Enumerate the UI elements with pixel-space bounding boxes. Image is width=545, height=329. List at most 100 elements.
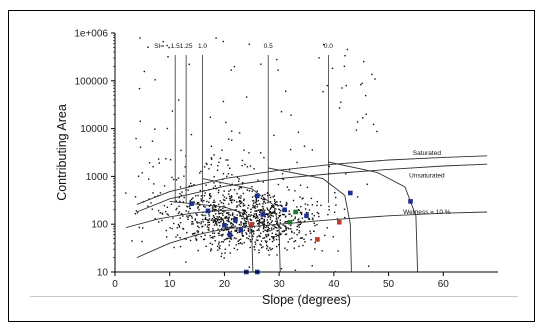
scatter-point bbox=[296, 225, 298, 228]
scatter-point bbox=[171, 227, 173, 230]
scatter-point bbox=[268, 254, 270, 256]
scatter-point bbox=[362, 117, 364, 119]
scatter-point bbox=[267, 195, 269, 197]
scatter-point bbox=[275, 238, 278, 241]
scatter-point bbox=[243, 241, 245, 244]
scatter-point bbox=[234, 216, 236, 219]
scatter-point bbox=[303, 145, 306, 147]
scatter-point bbox=[279, 226, 281, 228]
scatter-point bbox=[198, 209, 200, 211]
scatter-point bbox=[242, 222, 245, 224]
scatter-point bbox=[240, 224, 242, 226]
scatter-point bbox=[268, 210, 270, 212]
scatter-point bbox=[261, 222, 263, 224]
scatter-point bbox=[152, 192, 154, 194]
highlight-point bbox=[222, 223, 227, 228]
scatter-point bbox=[298, 209, 300, 211]
scatter-point bbox=[226, 212, 228, 214]
scatter-point bbox=[252, 202, 255, 204]
scatter-point bbox=[230, 199, 232, 201]
scatter-point bbox=[187, 206, 189, 208]
scatter-point bbox=[231, 234, 234, 237]
scatter-point bbox=[310, 197, 313, 200]
scatter-point bbox=[239, 200, 242, 203]
y-tick-label: 100000 bbox=[75, 76, 109, 87]
scatter-point bbox=[269, 196, 272, 199]
scatter-point bbox=[300, 205, 302, 208]
scatter-point bbox=[271, 205, 274, 207]
scatter-point bbox=[288, 228, 290, 230]
scatter-point bbox=[326, 84, 328, 87]
highlight-point bbox=[293, 209, 298, 215]
scatter-point bbox=[276, 58, 278, 61]
scatter-point bbox=[296, 161, 298, 164]
scatter-point bbox=[311, 217, 314, 219]
highlight-point bbox=[304, 213, 309, 219]
scatter-point bbox=[279, 214, 282, 217]
scatter-point bbox=[271, 232, 273, 234]
scatter-point bbox=[267, 233, 270, 236]
scatter-point bbox=[266, 192, 269, 194]
scatter-point bbox=[252, 231, 254, 233]
scatter-point bbox=[280, 227, 282, 229]
scatter-point bbox=[247, 207, 249, 209]
scatter-point bbox=[228, 240, 231, 243]
scatter-point bbox=[243, 229, 245, 232]
scatter-point bbox=[271, 212, 273, 214]
scatter-point bbox=[301, 237, 303, 239]
scatter-point bbox=[376, 130, 378, 133]
scatter-point bbox=[219, 221, 221, 224]
x-tick-label: 40 bbox=[328, 279, 340, 290]
scatter-point bbox=[266, 219, 269, 221]
scatter-point bbox=[193, 201, 195, 203]
scatter-point bbox=[229, 199, 231, 201]
scatter-point bbox=[261, 221, 264, 223]
scatter-point bbox=[231, 199, 234, 201]
scatter-point bbox=[180, 149, 182, 152]
scatter-point bbox=[206, 200, 208, 203]
scatter-point bbox=[276, 221, 278, 223]
scatter-point bbox=[285, 229, 287, 231]
scatter-point bbox=[139, 120, 141, 122]
scatter-point bbox=[253, 246, 256, 248]
scatter-point bbox=[213, 199, 215, 202]
scatter-point bbox=[249, 215, 251, 217]
scatter-point bbox=[150, 202, 152, 204]
scatter-point bbox=[179, 222, 182, 224]
scatter-point bbox=[260, 221, 262, 224]
scatter-point bbox=[218, 161, 220, 163]
scatter-point bbox=[285, 227, 287, 229]
scatter-point bbox=[188, 63, 190, 65]
scatter-point bbox=[236, 232, 239, 234]
scatter-point bbox=[218, 234, 220, 236]
scatter-point bbox=[193, 184, 195, 186]
scatter-point bbox=[225, 215, 228, 218]
scatter-point bbox=[254, 210, 256, 212]
scatter-point bbox=[228, 195, 231, 198]
scatter-point bbox=[262, 228, 265, 230]
scatter-point bbox=[135, 137, 137, 140]
scatter-point bbox=[251, 226, 253, 228]
scatter-point bbox=[309, 230, 311, 232]
scatter-point bbox=[289, 238, 291, 240]
scatter-point bbox=[226, 226, 229, 228]
scatter-point bbox=[273, 198, 276, 201]
scatter-point bbox=[285, 90, 287, 92]
scatter-point bbox=[266, 207, 268, 209]
scatter-point bbox=[324, 234, 326, 237]
scatter-point bbox=[311, 149, 313, 151]
scatter-point bbox=[260, 244, 262, 246]
scatter-point bbox=[148, 162, 151, 164]
scatter-point bbox=[233, 65, 236, 68]
scatter-point bbox=[262, 208, 264, 210]
scatter-point bbox=[340, 101, 342, 103]
scatter-point bbox=[218, 189, 220, 192]
scatter-point bbox=[269, 201, 272, 203]
scatter-point bbox=[242, 192, 245, 195]
scatter-point bbox=[276, 230, 278, 232]
scatter-point bbox=[298, 230, 301, 232]
scatter-point bbox=[257, 204, 259, 206]
scatter-point bbox=[253, 213, 256, 215]
scatter-point bbox=[263, 222, 265, 225]
scatter-point bbox=[175, 236, 177, 238]
